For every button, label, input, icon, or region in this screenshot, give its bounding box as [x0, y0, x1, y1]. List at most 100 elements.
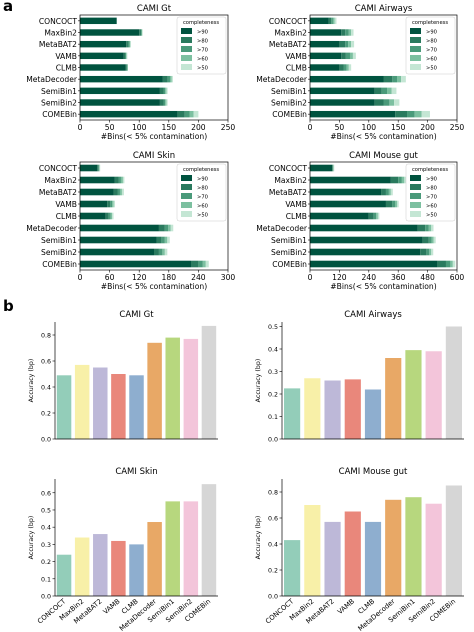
category-label: COMEBin	[42, 260, 77, 269]
bar-segment	[346, 64, 349, 71]
legend-swatch	[181, 184, 192, 190]
bar-segment	[170, 224, 174, 232]
x-tick-label: 200	[420, 123, 435, 132]
chart-title: CAMI Mouse gut	[349, 151, 418, 161]
legend-title: completeness	[183, 20, 219, 26]
category-label: COMEBin	[272, 260, 307, 269]
y-tick-label: 0.2	[41, 559, 51, 566]
bar-segment	[345, 29, 349, 36]
legend-swatch	[410, 64, 421, 70]
bar-segment	[80, 212, 106, 220]
bar-segment	[80, 188, 114, 196]
bar-segment	[404, 176, 407, 184]
bar	[129, 544, 144, 596]
bar	[385, 358, 402, 439]
bar-segment	[161, 236, 165, 244]
bar-segment	[189, 110, 194, 118]
bar-segment	[395, 110, 408, 118]
x-tick-label: 60	[105, 273, 115, 282]
bar-segment	[205, 260, 209, 268]
category-label: CLMB	[56, 64, 77, 73]
bar	[201, 325, 217, 439]
category-label: MaxBin2	[44, 176, 77, 185]
bar	[344, 511, 361, 596]
bar-segment	[158, 248, 163, 256]
bar	[304, 505, 321, 596]
category-label: SemiBin2	[41, 99, 77, 108]
bar-segment	[110, 212, 113, 220]
bar-segment	[167, 236, 170, 244]
bar-segment	[349, 52, 353, 60]
bar-segment	[348, 29, 352, 36]
bar-segment	[127, 64, 128, 71]
y-tick-label: 0.2	[268, 568, 278, 575]
bar-segment	[376, 212, 378, 220]
bar-segment	[162, 248, 165, 256]
x-tick-label: 0	[78, 273, 83, 282]
accuracy-bar-chart-1: CAMI Gt 0.0 0.2 0.4 0.6 0.8 Accuracy (bp)	[28, 310, 218, 444]
bar-segment	[107, 200, 111, 208]
bar-segment	[310, 64, 340, 71]
x-tick-label: 120	[332, 273, 347, 282]
bar	[183, 338, 199, 439]
y-tick-label: 0.1	[268, 414, 278, 421]
bar	[147, 342, 162, 439]
legend-label: >70	[426, 48, 437, 54]
bar-segment	[310, 236, 423, 244]
axes-frame	[79, 14, 229, 121]
legend-label: >80	[197, 39, 208, 45]
x-tick-label: 600	[450, 273, 465, 282]
bar-segment	[310, 188, 382, 196]
y-tick-label: 0.8	[41, 333, 51, 340]
bar-segment	[431, 236, 434, 244]
legend-label: >50	[426, 66, 437, 72]
bar-segment	[118, 176, 121, 184]
bar-segment	[345, 40, 349, 48]
bar-segment	[426, 248, 430, 256]
y-tick-label: 0.0	[41, 437, 51, 444]
category-label: MetaBAT2	[269, 188, 307, 197]
bar-segment	[422, 236, 429, 244]
bar-segment	[381, 87, 388, 95]
bar	[201, 484, 217, 596]
legend-swatch	[181, 211, 192, 217]
legend-label: >70	[426, 195, 437, 201]
y-tick-label: 0.5	[268, 324, 278, 331]
bar	[405, 497, 422, 596]
bar-segment	[80, 17, 117, 25]
bar-segment	[394, 99, 400, 106]
x-tick-label: 250	[221, 123, 236, 132]
legend-label: >80	[426, 39, 437, 45]
legend-swatch	[410, 28, 421, 34]
bar-segment	[310, 110, 396, 118]
stacked-bar-chart-2: CAMI Airways CONCOCT MaxBin2 MetaBAT2 VAMB CL…	[256, 4, 464, 141]
x-tick-label: 120	[132, 273, 147, 282]
legend-swatch	[181, 175, 192, 181]
legend-label: >60	[426, 57, 437, 63]
x-tick-label: 480	[420, 273, 435, 282]
category-label: MetaDecoder	[26, 224, 78, 233]
bar	[74, 364, 90, 439]
bar-segment	[193, 110, 199, 118]
bar-segment	[328, 17, 332, 25]
bar-segment	[339, 40, 346, 48]
bar-segment	[390, 176, 399, 184]
y-axis-label: Accuracy (bp)	[28, 516, 35, 560]
x-tick-label: 250	[450, 123, 465, 132]
bar	[364, 389, 382, 439]
bar-segment	[383, 99, 390, 106]
bar-segment	[428, 224, 432, 232]
x-tick-label: 0	[308, 273, 313, 282]
category-label: SemiBin1	[271, 87, 307, 96]
bar-segment	[154, 248, 159, 256]
bar-segment	[198, 260, 203, 268]
category-label: MaxBin2	[274, 29, 307, 38]
legend-swatch	[410, 175, 421, 181]
y-tick-label: 0.1	[41, 576, 51, 583]
bar	[56, 375, 72, 439]
bar-segment	[310, 75, 384, 83]
category-label: MetaDecoder	[256, 75, 308, 84]
bar-segment	[389, 99, 395, 106]
bar	[364, 521, 382, 596]
